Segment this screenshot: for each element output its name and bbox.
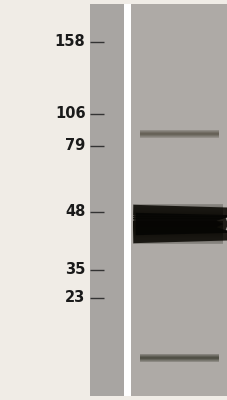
Bar [133, 220, 222, 221]
Bar [133, 232, 222, 233]
Bar [133, 230, 222, 231]
Bar [133, 206, 222, 207]
Bar [133, 226, 222, 227]
Bar [133, 216, 222, 217]
Bar [133, 231, 222, 232]
Bar [133, 240, 222, 241]
Bar [133, 204, 222, 205]
Bar [133, 242, 222, 243]
Bar [124, 4, 131, 396]
Bar [133, 218, 222, 219]
Bar [133, 235, 222, 236]
Text: 106: 106 [55, 106, 85, 122]
Bar [133, 219, 222, 220]
Text: 35: 35 [65, 262, 85, 278]
Bar [133, 221, 222, 222]
Bar [133, 227, 222, 228]
Polygon shape [135, 213, 227, 235]
Bar [133, 211, 222, 212]
Bar [133, 209, 222, 210]
Text: 158: 158 [54, 34, 85, 50]
Bar [133, 222, 222, 223]
Bar [133, 239, 222, 240]
Bar [133, 225, 222, 226]
Bar [90, 4, 124, 396]
Bar [133, 228, 222, 229]
Bar [133, 215, 222, 216]
Bar [133, 214, 222, 215]
Bar [133, 234, 222, 235]
Bar [133, 205, 222, 206]
Bar [133, 233, 222, 234]
Bar [133, 237, 222, 238]
Text: 79: 79 [65, 138, 85, 154]
Bar [133, 229, 222, 230]
Bar [133, 207, 222, 208]
Bar [133, 217, 222, 218]
Bar [133, 238, 222, 239]
Bar [133, 223, 222, 224]
Bar [131, 4, 227, 396]
Polygon shape [133, 205, 227, 243]
Bar [133, 224, 222, 225]
Text: 23: 23 [65, 290, 85, 306]
Bar [133, 208, 222, 209]
Bar [133, 236, 222, 237]
Text: 48: 48 [65, 204, 85, 220]
Bar [133, 210, 222, 211]
Bar [133, 212, 222, 213]
Bar [133, 243, 222, 244]
Bar [133, 241, 222, 242]
Bar [133, 213, 222, 214]
